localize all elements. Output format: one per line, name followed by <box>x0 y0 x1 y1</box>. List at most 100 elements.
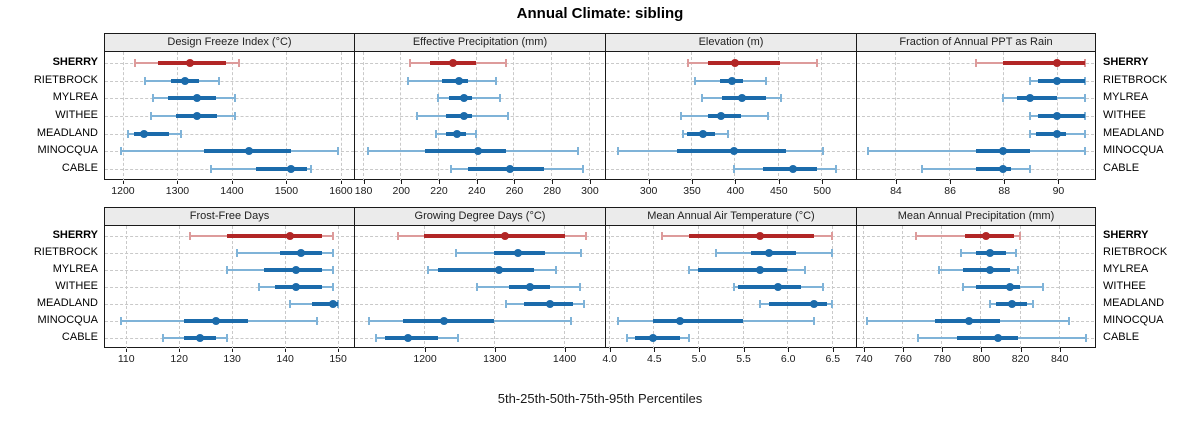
panel-strip-label: Frost-Free Days <box>105 208 354 226</box>
median-dot <box>328 299 337 308</box>
median-dot <box>526 282 535 291</box>
cap-95th <box>804 266 807 275</box>
range-25-75 <box>956 335 1018 340</box>
cap-95th <box>504 58 507 67</box>
median-dot <box>699 129 708 138</box>
cap-95th <box>233 111 236 120</box>
gridline-horizontal <box>355 337 604 339</box>
cap-5th <box>914 232 917 241</box>
axis-tick <box>981 348 983 352</box>
median-dot <box>716 111 725 120</box>
cap-5th <box>694 76 697 85</box>
station-label-left: RIETBROCK <box>33 246 98 259</box>
axis-tick-label: 140 <box>276 353 294 365</box>
cap-5th <box>437 94 439 103</box>
median-dot <box>986 249 995 258</box>
cap-95th <box>821 282 824 291</box>
axis-tick <box>692 180 694 184</box>
axis-tick <box>895 180 897 184</box>
axis-tick <box>788 348 790 352</box>
cap-5th <box>257 282 260 291</box>
cap-5th <box>625 333 628 342</box>
cap-5th <box>866 147 869 156</box>
axis-tick <box>942 348 944 352</box>
axis-tick <box>232 348 234 352</box>
median-dot <box>649 333 658 342</box>
cap-95th <box>767 111 770 120</box>
panel-1: Effective Precipitation (mm) <box>355 33 606 181</box>
station-label-left: SHERRY <box>52 229 98 242</box>
cap-5th <box>959 249 962 258</box>
cap-5th <box>617 147 620 156</box>
gridline-horizontal <box>355 303 604 305</box>
cap-5th <box>225 266 228 275</box>
axis-tick <box>494 348 496 352</box>
axis-tick <box>863 348 865 352</box>
gridline-horizontal <box>606 286 855 288</box>
median-dot <box>1053 58 1062 67</box>
median-dot <box>454 76 463 85</box>
cap-95th <box>576 147 579 156</box>
panel-0: Design Freeze Index (°C) <box>104 33 355 181</box>
axis-tick-label: 300 <box>581 185 599 197</box>
axis-tick <box>338 348 340 352</box>
gridline-horizontal <box>857 80 1094 82</box>
median-dot <box>730 147 739 156</box>
panel-6: Mean Annual Air Temperature (°C) <box>606 207 857 349</box>
cap-95th <box>1032 299 1035 308</box>
median-dot <box>999 147 1008 156</box>
axis-tick-label: 5.0 <box>691 353 707 365</box>
axis-tick-label: 5.5 <box>736 353 751 365</box>
gridline-horizontal <box>105 133 354 135</box>
cap-95th <box>1014 249 1017 258</box>
median-dot <box>774 282 783 291</box>
cap-95th <box>506 111 509 120</box>
station-label-right: MINOCQUA <box>1103 144 1164 157</box>
median-dot <box>212 316 221 325</box>
cap-5th <box>450 164 453 173</box>
median-dot <box>404 333 412 342</box>
cap-5th <box>661 232 664 241</box>
median-dot <box>505 164 514 173</box>
cap-5th <box>961 282 964 291</box>
axis-tick <box>425 348 427 352</box>
station-label-left: CABLE <box>61 161 98 174</box>
panel-plot-area <box>105 226 354 349</box>
gridline-horizontal <box>857 303 1094 305</box>
cap-95th <box>238 58 241 67</box>
median-dot <box>756 266 765 275</box>
cap-5th <box>1029 129 1032 138</box>
cap-95th <box>821 147 824 156</box>
range-25-75 <box>653 318 743 323</box>
panel-strip-label: Mean Annual Precipitation (mm) <box>857 208 1095 226</box>
median-dot <box>245 147 254 156</box>
median-dot <box>193 111 202 120</box>
panel-strip-label: Fraction of Annual PPT as Rain <box>857 34 1095 52</box>
median-dot <box>964 316 973 325</box>
cap-5th <box>455 249 458 258</box>
axis-tick <box>609 348 611 352</box>
panel-plot-area <box>857 226 1095 349</box>
median-dot <box>440 316 449 325</box>
gridline-horizontal <box>105 253 354 255</box>
axis-tick-label: 6.5 <box>825 353 841 365</box>
cap-95th <box>331 282 334 291</box>
axis-tick <box>514 180 516 184</box>
axis-tick <box>231 180 233 184</box>
station-label-left: MYLREA <box>52 91 98 104</box>
axis-tick <box>654 348 656 352</box>
axis-tick <box>439 180 440 184</box>
axis-tick-label: 500 <box>813 185 831 197</box>
cap-95th <box>815 58 818 67</box>
cap-5th <box>714 249 717 258</box>
axis-tick <box>778 180 780 184</box>
axis-tick-label: 740 <box>855 353 873 365</box>
station-label-right: CABLE <box>1103 330 1140 343</box>
panel-plot-area <box>606 226 856 349</box>
axis-tick-label: 780 <box>933 353 951 365</box>
median-dot <box>994 333 1003 342</box>
cap-5th <box>916 333 919 342</box>
cap-5th <box>686 58 689 67</box>
station-label-right: MYLREA <box>1103 91 1149 104</box>
gridline-horizontal <box>857 133 1094 135</box>
